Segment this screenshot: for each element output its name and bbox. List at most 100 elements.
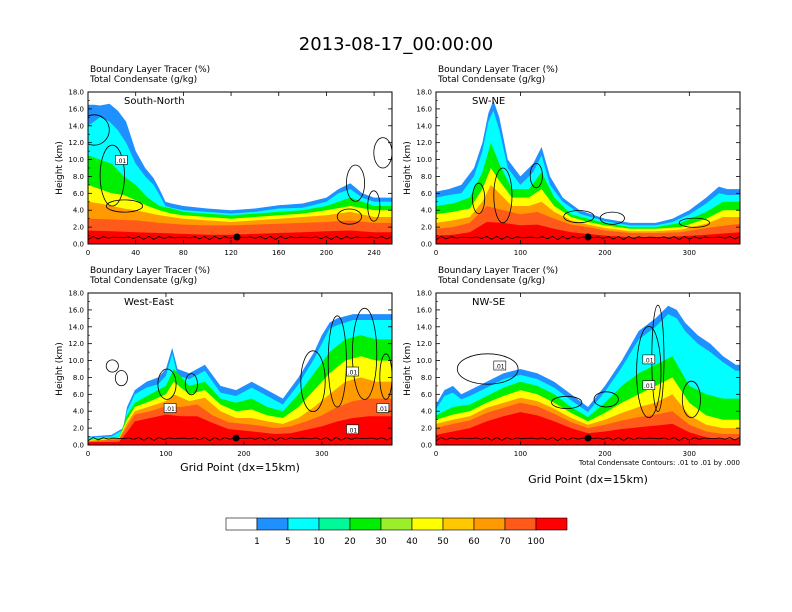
panels-group: .01 0.0 2.0 4.0 6.0 8.0 10.0 12.0 14.0 16.0 18.0 0 4… [55,65,741,486]
panel-nw-se: .01 .01 .01 0.0 2.0 4.0 6.0 8.0 10.0 12.0 14.0 16.0… [403,266,741,486]
terrain-strip [88,241,392,244]
x-tick-label: 240 [367,249,380,257]
colorbar-swatch [287,517,320,531]
plot-area [436,92,740,244]
condensate-contour [367,190,381,222]
y-tick-label: 0.0 [73,442,84,450]
colorbar-label: 1 [254,537,260,547]
colorbar-swatch [380,517,413,531]
y-tick-label: 18.0 [416,89,432,97]
y-tick-label: 6.0 [421,391,432,399]
y-tick-label: 18.0 [68,89,84,97]
field-label: Boundary Layer Tracer (%) [90,65,210,75]
y-tick-label: 8.0 [73,374,84,382]
contour-field-label: Total Condensate (g/kg) [437,75,545,85]
x-tick-label: 200 [237,450,250,458]
y-tick-label: 2.0 [421,425,432,433]
x-axis-label: Grid Point (dx=15km) [528,473,648,486]
y-axis-label: Height (km) [403,342,413,396]
condensate-contour [493,167,513,224]
contour-label-box [115,155,128,165]
y-tick-label: 10.0 [68,156,84,164]
x-tick-label: 300 [315,450,328,458]
condensate-contour [636,325,662,418]
field-label: Boundary Layer Tracer (%) [90,266,210,276]
y-tick-label: 10.0 [416,357,432,365]
condensate-contour [114,370,128,387]
y-tick-label: 0.0 [421,442,432,450]
y-tick-label: 0.0 [73,241,84,249]
colorbar-swatch [535,517,568,531]
condensate-contour [327,315,347,408]
y-tick-label: 16.0 [68,306,84,314]
colorbar-swatch [256,517,289,531]
colorbar-label: 30 [375,537,387,547]
condensate-contour [456,353,519,385]
y-axis-label: Height (km) [55,342,65,396]
y-tick-label: 4.0 [73,207,84,215]
y-tick-label: 6.0 [421,190,432,198]
colorbar-label: 70 [499,537,511,547]
condensate-contour [99,144,125,207]
panel-name: West-East [124,297,174,308]
panel-west-east: .01 .01 .01 .01 0.0 2.0 4.0 6.0 8.0 10.0 12.0 14.0 1… [55,266,393,474]
x-tick-label: 200 [598,450,611,458]
y-tick-label: 18.0 [416,290,432,298]
x-tick-label: 300 [683,450,696,458]
condensate-contour [105,199,144,213]
condensate-contour [157,368,177,400]
contour-label: .01 [644,357,654,364]
contour-label: .01 [348,427,358,434]
terrain-line [88,436,392,442]
condensate-contour [105,359,119,373]
y-tick-label: 2.0 [421,224,432,232]
x-tick-label: 200 [598,249,611,257]
y-axis-label: Height (km) [55,141,65,195]
panel-name: NW-SE [472,297,505,308]
colorbar-label: 10 [313,537,325,547]
condensate-contour [599,211,625,225]
contour-label-box [346,366,359,377]
y-tick-label: 0.0 [421,241,432,249]
y-tick-label: 18.0 [68,290,84,298]
terrain-strip [88,442,392,445]
panel-name: SW-NE [472,96,505,107]
y-tick-label: 4.0 [421,408,432,416]
terrain-strip [436,442,740,445]
contour-label-box [493,360,507,371]
colorbar-swatch [473,517,506,531]
contour-label: .01 [348,370,358,377]
colorbar-label: 100 [527,537,544,547]
y-tick-label: 14.0 [416,122,432,130]
y-tick-label: 16.0 [416,105,432,113]
y-tick-label: 10.0 [416,156,432,164]
location-marker [584,233,592,241]
y-tick-label: 14.0 [416,323,432,331]
contour-label-box [346,424,359,435]
condensate-contour [345,164,365,202]
contour-label: .01 [644,383,654,390]
y-tick-label: 8.0 [73,173,84,181]
condensate-contour [529,163,543,189]
condensate-contour [472,182,486,214]
x-tick-label: 300 [683,249,696,257]
panel-name: South-North [124,96,185,107]
location-marker [584,434,592,442]
condensate-contour [551,395,583,409]
y-tick-label: 4.0 [73,408,84,416]
condensate-contour [336,208,362,225]
contour-label-box [642,380,656,391]
x-tick-label: 160 [272,249,285,257]
y-axis-label: Height (km) [403,141,413,195]
contour-label: .01 [165,406,175,413]
contour-label-box [376,403,390,413]
condensate-contour [563,210,595,224]
y-tick-label: 12.0 [68,340,84,348]
field-label: Boundary Layer Tracer (%) [438,266,558,276]
colorbar-label: 60 [468,537,480,547]
condensate-contour [593,391,619,408]
x-tick-label: 0 [434,249,438,257]
x-tick-label: 100 [159,450,172,458]
x-tick-label: 100 [514,450,527,458]
